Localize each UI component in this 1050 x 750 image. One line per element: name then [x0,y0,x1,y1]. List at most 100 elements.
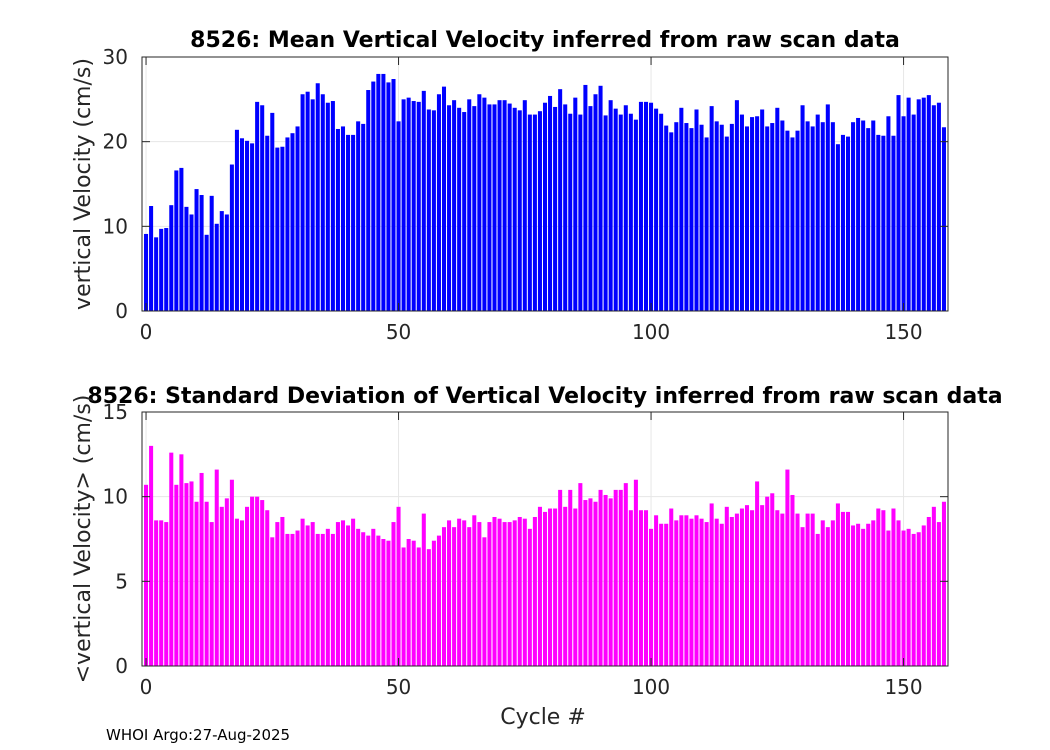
bar [790,137,795,311]
bar [209,195,214,311]
bar [517,516,522,666]
bar [765,496,770,666]
bar [931,506,936,666]
bar [280,516,285,666]
x-axis-label: Cycle # [500,705,586,730]
axes-box [141,411,949,667]
bar [386,540,391,666]
bar [593,94,598,311]
bar [659,113,664,311]
bar [840,134,845,311]
bar [805,121,810,311]
bar [926,516,931,666]
bar [199,472,204,666]
bar [154,237,159,311]
bar [502,100,507,312]
bar [911,533,916,666]
bar [280,146,285,311]
bar [669,508,674,666]
bar [214,223,219,311]
bar [527,528,532,666]
bar [795,130,800,311]
bar [921,97,926,311]
bar [583,84,588,311]
bar [714,518,719,666]
chart-title: 8526: Standard Deviation of Vertical Vel… [87,384,1002,409]
bar [467,527,472,666]
bar [401,99,406,311]
y-tick-label: 10 [103,214,128,238]
y-axis-label: <vertical Velocity> (cm/s) [71,395,96,684]
bar [340,126,346,312]
bar [563,104,568,311]
bar [411,101,416,311]
bar [487,522,492,666]
bar [184,483,189,666]
bar [760,505,765,666]
bar [376,73,381,312]
bar [896,520,901,666]
bar [260,500,265,666]
bar [734,513,739,666]
bar [229,164,234,311]
bar [709,503,714,666]
bar [861,120,866,311]
bar [901,116,906,312]
bar [542,102,548,311]
bar [598,489,603,666]
x-tick-label: 50 [386,675,411,699]
bar [426,109,431,312]
bar [694,109,699,312]
bar [250,496,255,666]
bar [487,104,492,311]
bar [346,134,351,311]
bar [608,100,613,312]
bar [805,513,810,666]
axis-ticks: 0 50 100 150 0 5 10 15 [103,400,948,699]
bar [522,100,527,312]
bar [729,123,734,311]
bar [174,170,179,311]
bar [851,525,856,666]
bar [164,522,169,666]
bar [851,122,856,311]
bar [770,123,775,311]
bar [361,123,366,311]
bar [548,508,553,666]
bar [371,528,376,666]
bar [755,481,760,666]
x-tick-label: 150 [884,320,922,344]
bar [462,520,467,666]
bar [305,525,310,666]
bar [234,129,239,311]
bar [149,206,154,311]
bar [810,126,815,312]
bar [613,489,618,666]
bar [861,528,866,666]
bar [462,112,467,311]
bar [356,121,361,311]
bar [507,522,512,666]
bar [542,511,548,666]
bar [941,501,946,666]
bar [224,214,229,311]
bar [679,107,684,311]
bar [901,530,906,666]
bar [825,104,830,311]
bar [795,513,800,666]
bar [744,126,750,312]
bar [704,522,709,666]
bar [704,137,709,311]
bar [335,522,340,666]
bar [154,520,159,666]
y-tick-label: 0 [115,654,128,678]
bar [310,522,315,666]
bar [755,116,760,312]
chart-title: 8526: Mean Vertical Velocity inferred fr… [190,28,900,53]
bar [290,533,295,666]
bar [820,520,825,666]
bar [421,513,426,666]
bar [790,494,795,666]
bar [845,136,851,311]
bar [441,527,447,666]
